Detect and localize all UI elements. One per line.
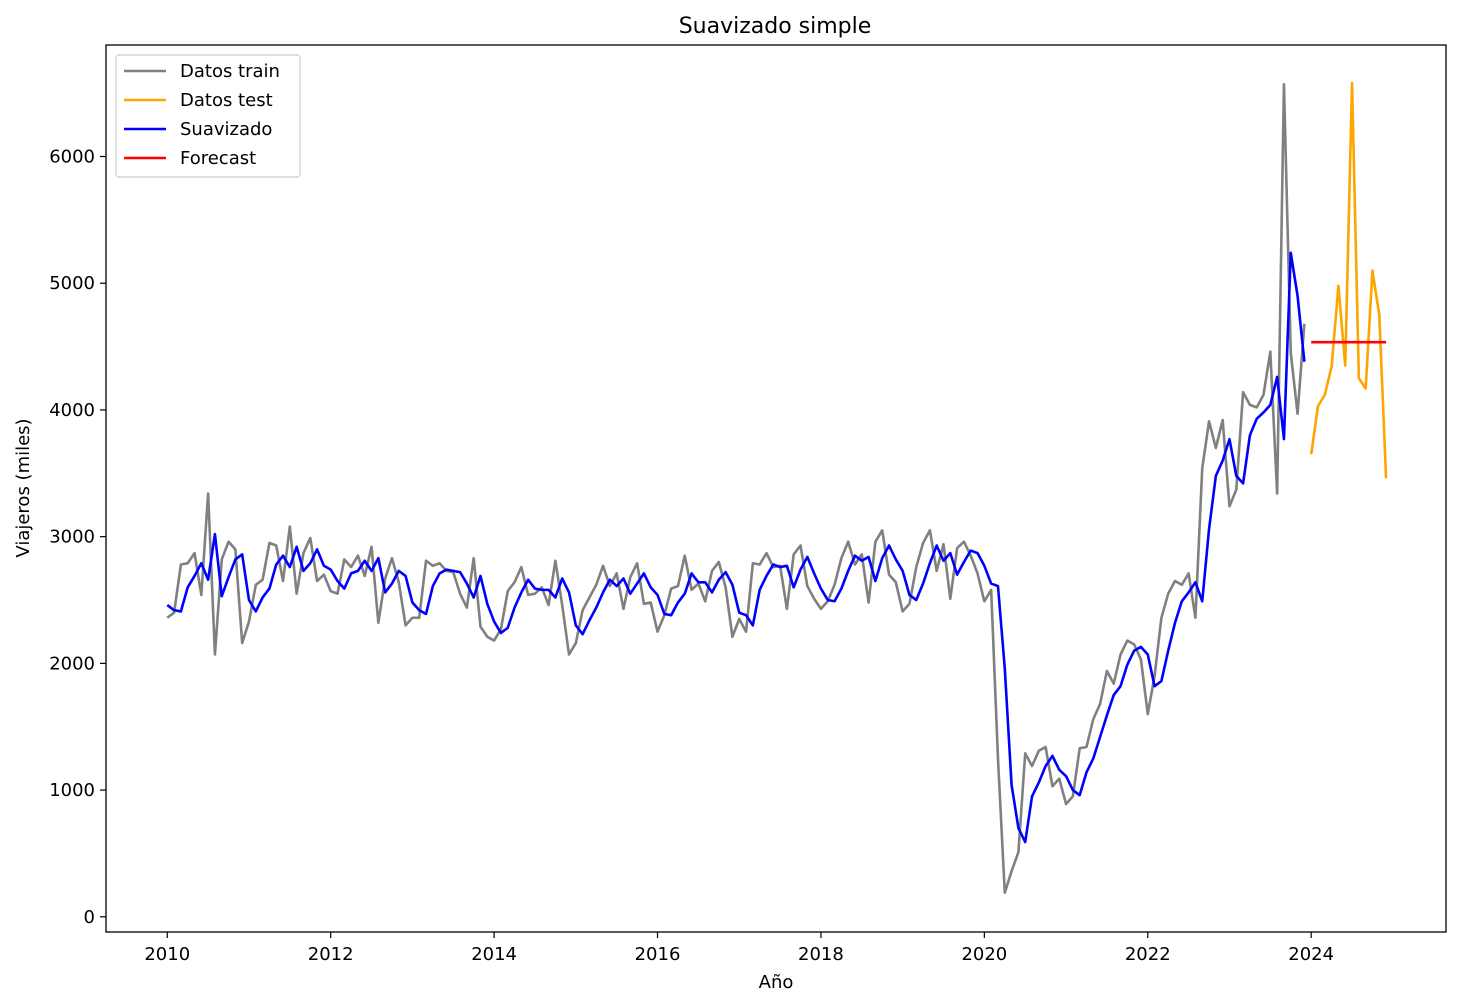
legend-label-forecast: Forecast — [180, 148, 256, 169]
series-line-suavizado — [166, 251, 1306, 844]
y-tick-label: 3000 — [49, 527, 95, 548]
x-tick-label: 2024 — [1288, 944, 1334, 965]
plot-lines — [166, 81, 1388, 895]
chart-title: Suavizado simple — [679, 14, 872, 39]
legend-label-datos-train: Datos train — [180, 61, 280, 82]
y-tick-label: 5000 — [49, 273, 95, 294]
legend: Datos train Datos test Suavizado Forecast — [115, 54, 301, 178]
x-tick-label: 2022 — [1125, 944, 1171, 965]
legend-label-suavizado: Suavizado — [180, 119, 272, 140]
y-tick-label: 1000 — [49, 780, 95, 801]
y-tick-label: 6000 — [49, 147, 95, 168]
plot-frame — [105, 44, 1447, 933]
x-tick-label: 2020 — [961, 944, 1007, 965]
x-axis-title: Año — [759, 972, 794, 993]
y-axis-title: Viajeros (miles) — [13, 418, 34, 557]
x-axis: 2010 2012 2014 2016 2018 2020 2022 2024 — [144, 932, 1334, 965]
x-tick-label: 2018 — [798, 944, 844, 965]
x-tick-label: 2012 — [308, 944, 354, 965]
legend-label-datos-test: Datos test — [180, 90, 273, 111]
x-tick-label: 2016 — [635, 944, 681, 965]
y-axis: 0 1000 2000 3000 4000 5000 6000 — [49, 147, 106, 928]
series-line-datos-train — [166, 82, 1306, 895]
x-tick-label: 2014 — [471, 944, 517, 965]
y-tick-label: 2000 — [49, 653, 95, 674]
legend-box — [115, 54, 301, 178]
x-tick-label: 2010 — [144, 944, 190, 965]
series-line-datos-test — [1309, 81, 1388, 479]
y-tick-label: 4000 — [49, 400, 95, 421]
y-tick-label: 0 — [84, 907, 95, 928]
